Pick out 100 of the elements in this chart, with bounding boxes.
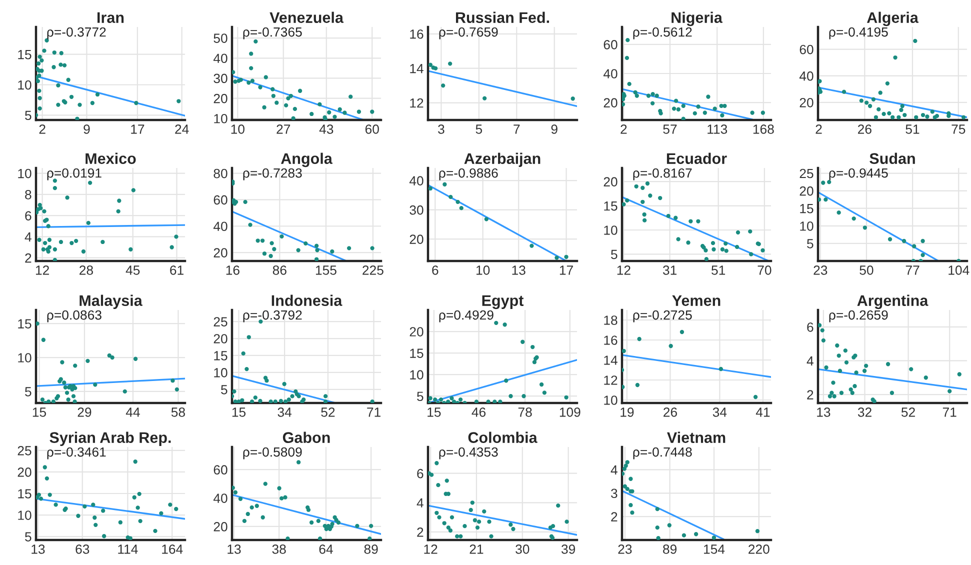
chart-title: Ecuador bbox=[666, 152, 727, 164]
x-tick-label: 26 bbox=[664, 408, 677, 417]
y-tick-label: 30 bbox=[410, 205, 424, 215]
x-tick-label: 43 bbox=[319, 124, 334, 134]
x-tick-label: 89 bbox=[364, 544, 378, 554]
chart-title: Egypt bbox=[482, 295, 524, 310]
x-tick-label: 113 bbox=[708, 124, 728, 134]
chart-title: Russian Fed. bbox=[456, 12, 549, 23]
x-tick-label: 57 bbox=[663, 124, 677, 134]
annotation: ρ=-0.7283 bbox=[243, 168, 302, 180]
y-tick-label: 16 bbox=[410, 29, 424, 39]
x-tick-label: 58 bbox=[171, 408, 185, 417]
x-tick-label: 109 bbox=[560, 408, 580, 417]
x-tick-label: 13 bbox=[512, 266, 526, 275]
chart-title: Malaysia bbox=[80, 294, 142, 310]
y-tick-label: 40 bbox=[603, 69, 618, 78]
x-tick-label: 60 bbox=[365, 124, 379, 134]
x-tick-label: 19 bbox=[620, 408, 634, 417]
x-tick-label: 13 bbox=[228, 544, 241, 554]
annotation: ρ=-0.3792 bbox=[243, 310, 302, 322]
x-tick-label: 21 bbox=[470, 544, 484, 554]
y-tick-label: 5 bbox=[611, 250, 618, 260]
y-tick-label: 25 bbox=[214, 317, 228, 326]
y-tick-label: 2 bbox=[417, 528, 424, 537]
y-tick-label: 25 bbox=[18, 446, 32, 456]
x-tick-label: 77 bbox=[906, 266, 920, 275]
x-tick-label: 23 bbox=[618, 544, 632, 554]
y-tick-label: 4 bbox=[610, 465, 618, 475]
x-tick-label: 168 bbox=[753, 124, 774, 134]
x-tick-label: 63 bbox=[76, 544, 90, 554]
chart-title: Argentina bbox=[857, 294, 928, 310]
x-tick-label: 2 bbox=[816, 124, 822, 134]
y-tick-label: 3 bbox=[611, 488, 618, 498]
x-tick-label: 78 bbox=[518, 408, 532, 417]
y-tick-label: 5 bbox=[807, 239, 814, 248]
x-tick-label: 225 bbox=[362, 266, 384, 275]
x-tick-label: 29 bbox=[78, 408, 92, 417]
chart-title: Colombia bbox=[468, 432, 538, 443]
x-tick-label: 5 bbox=[476, 124, 482, 134]
y-tick-label: 6 bbox=[807, 322, 814, 332]
x-tick-label: 12 bbox=[424, 544, 438, 554]
annotation: ρ=0.0191 bbox=[47, 168, 102, 180]
x-tick-label: 12 bbox=[617, 266, 630, 275]
x-tick-label: 23 bbox=[814, 266, 828, 275]
y-tick-label: 10 bbox=[214, 114, 228, 124]
y-tick-label: 80 bbox=[214, 168, 228, 178]
annotation: ρ=-0.8167 bbox=[633, 168, 692, 180]
x-tick-label: 52 bbox=[321, 408, 335, 417]
y-tick-label: 15 bbox=[18, 50, 32, 60]
annotation: ρ=-0.3461 bbox=[47, 447, 106, 460]
y-tick-label: 5 bbox=[221, 385, 228, 394]
chart-title: Algeria bbox=[866, 12, 918, 26]
y-tick-label: 20 bbox=[604, 177, 618, 186]
x-tick-label: 32 bbox=[858, 408, 872, 417]
x-tick-label: 9 bbox=[551, 124, 558, 134]
x-tick-label: 89 bbox=[663, 544, 677, 554]
x-tick-label: 27 bbox=[276, 124, 290, 134]
x-tick-label: 39 bbox=[561, 544, 576, 554]
y-tick-label: 40 bbox=[213, 54, 228, 64]
y-tick-label: 4 bbox=[806, 356, 814, 366]
x-tick-label: 26 bbox=[858, 124, 872, 134]
annotation: ρ=-0.4195 bbox=[829, 27, 888, 40]
x-tick-label: 9 bbox=[84, 124, 90, 134]
x-tick-label: 45 bbox=[126, 266, 140, 275]
y-tick-label: 14 bbox=[604, 356, 618, 365]
x-tick-label: 38 bbox=[272, 544, 286, 554]
annotation: ρ=-0.2725 bbox=[633, 310, 692, 322]
x-tick-label: 10 bbox=[476, 266, 490, 275]
x-tick-label: 75 bbox=[952, 124, 966, 134]
y-tick-label: 4 bbox=[24, 232, 32, 242]
x-tick-label: 114 bbox=[118, 544, 138, 554]
x-tick-label: 3 bbox=[438, 124, 444, 134]
x-tick-label: 71 bbox=[942, 408, 956, 417]
y-tick-label: 60 bbox=[604, 40, 618, 50]
y-tick-label: 6 bbox=[417, 468, 424, 478]
x-tick-label: 41 bbox=[756, 408, 770, 417]
y-tick-label: 10 bbox=[604, 396, 618, 405]
y-tick-label: 60 bbox=[214, 465, 228, 475]
x-tick-label: 10 bbox=[231, 124, 244, 134]
x-tick-label: 154 bbox=[704, 544, 725, 554]
y-tick-label: 60 bbox=[214, 195, 228, 205]
x-tick-label: 12 bbox=[36, 266, 49, 275]
y-tick-label: 20 bbox=[800, 186, 814, 196]
x-tick-label: 34 bbox=[278, 408, 292, 417]
x-tick-label: 50 bbox=[860, 266, 874, 275]
annotation: ρ=-0.7448 bbox=[633, 447, 692, 460]
chart-title: Angola bbox=[280, 152, 332, 168]
chart-title: Mexico bbox=[86, 152, 136, 164]
chart-title: Syrian Arab Rep. bbox=[50, 432, 171, 446]
y-tick-label: 16 bbox=[604, 336, 618, 345]
y-tick-label: 10 bbox=[214, 368, 228, 378]
annotation: ρ=-0.9886 bbox=[439, 168, 498, 180]
chart-title: Vietnam bbox=[667, 432, 726, 443]
y-tick-label: 10 bbox=[410, 370, 424, 380]
y-tick-label: 15 bbox=[410, 348, 424, 358]
y-tick-label: 10 bbox=[18, 353, 32, 362]
x-tick-label: 30 bbox=[516, 544, 530, 554]
x-tick-label: 15 bbox=[32, 408, 46, 417]
x-tick-label: 52 bbox=[901, 408, 915, 417]
x-tick-label: 6 bbox=[432, 266, 438, 275]
